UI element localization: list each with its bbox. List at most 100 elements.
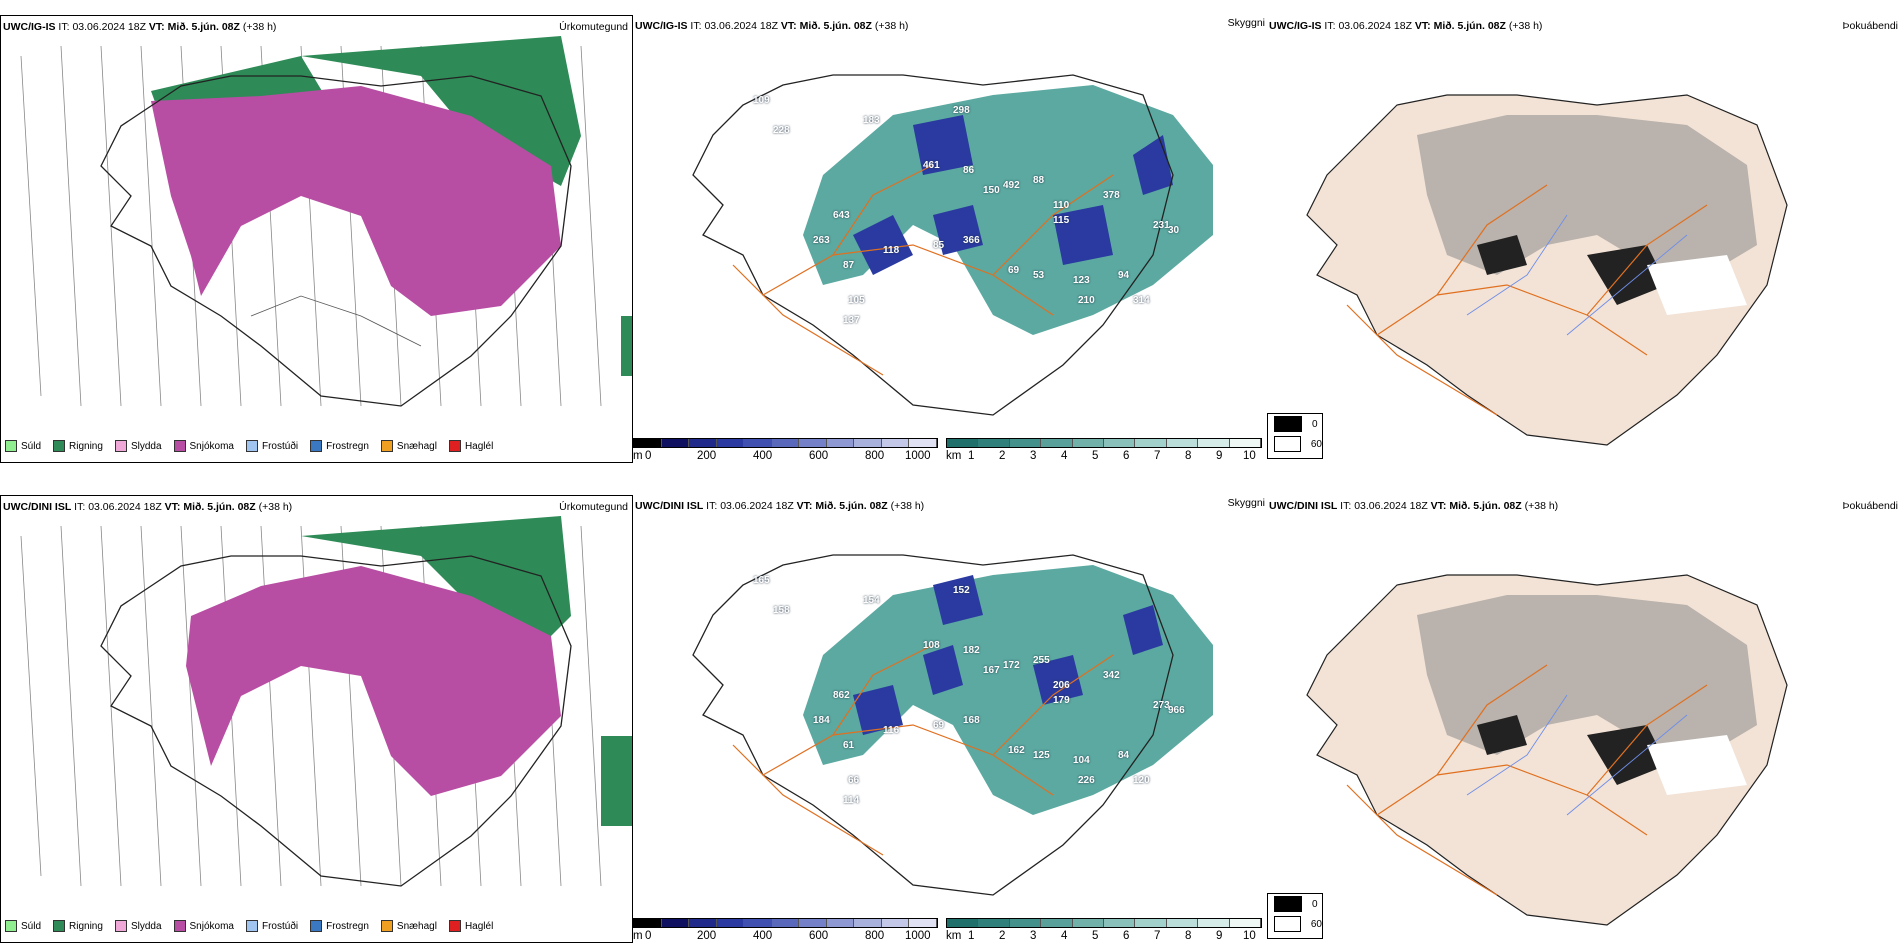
- vis-tick-1: 2: [999, 450, 1006, 462]
- ceiling-label: 88: [1033, 175, 1045, 186]
- precip-type-title: Úrkomutegund: [559, 501, 628, 513]
- ceiling-label: 184: [813, 715, 830, 726]
- ceiling-tick-2: 400: [753, 930, 773, 942]
- ceiling-tick-0: 0: [645, 930, 652, 942]
- precip-type-title: Úrkomutegund: [559, 21, 628, 33]
- row1-header-precip: UWC/IG-IS IT: 03.06.2024 18Z VT: Mið. 5.…: [3, 21, 276, 33]
- ceiling-tick-1: 200: [697, 450, 717, 462]
- teal-area: [803, 565, 1213, 815]
- colorbar-step: [1166, 919, 1199, 927]
- ceiling-label: 228: [773, 125, 790, 136]
- fog-map-bottom: [1306, 574, 1788, 926]
- precip-legend: Súld Rigning Slydda Snjókoma Frostúði Fr…: [5, 920, 505, 932]
- legend-item-6: Snæhagl: [380, 440, 437, 452]
- colorbar-step: [1072, 919, 1105, 927]
- model-label: UWC/DINI ISL: [3, 501, 72, 513]
- vis-tick-2: 3: [1030, 930, 1037, 942]
- lead-time: (+38 h): [1524, 500, 1559, 512]
- colorbar-step: [854, 919, 882, 927]
- fog-label: 60: [1310, 438, 1322, 450]
- cloud-panel-bottom: UWC/DINI ISL IT: 03.06.2024 18Z VT: Mið.…: [633, 495, 1267, 943]
- legend-item-2: Slydda: [114, 440, 162, 452]
- legend-item-5: Frostregn: [310, 440, 369, 452]
- ceiling-label: 461: [923, 160, 940, 171]
- ceiling-label: 492: [1003, 180, 1020, 191]
- swatch: [173, 920, 186, 932]
- fog-title: Þokuábendi: [1842, 20, 1898, 32]
- ceiling-label: 154: [863, 595, 880, 606]
- colorbar-step: [1229, 439, 1262, 447]
- colorbar-step: [1009, 439, 1042, 447]
- rivers: [1466, 694, 1688, 816]
- legend-item-7: Haglél: [448, 920, 493, 932]
- lead-time: (+38 h): [242, 21, 277, 33]
- legend-label: Snæhagl: [396, 920, 437, 932]
- ceiling-labels-bottom: 165 158 154 152 108 182 167 172 255 206 179 342 184 8…: [633, 495, 1267, 895]
- swatch: [114, 920, 127, 932]
- swatch: [380, 440, 393, 452]
- vis-tick-6: 7: [1154, 930, 1161, 942]
- ceiling-label: 263: [813, 235, 830, 246]
- swatch: [53, 440, 66, 452]
- vt-label: VT:: [780, 20, 797, 32]
- ceiling-label: 94: [1118, 270, 1130, 281]
- fog-legend-row: 0: [1268, 894, 1322, 914]
- ceiling-unit: m: [633, 450, 643, 462]
- colorbar-step: [1041, 919, 1073, 927]
- row2-header-fog: UWC/DINI ISL IT: 03.06.2024 18Z VT: Mið.…: [1269, 500, 1558, 512]
- vis-tick-4: 5: [1092, 450, 1099, 462]
- ceiling-colorbar: m 0 200 400 600 800 1000: [633, 918, 943, 943]
- vt-label: VT:: [1430, 500, 1447, 512]
- fog-legend-row: 0: [1268, 414, 1322, 434]
- legend-label: Frostregn: [326, 920, 369, 932]
- colorbar-step: [771, 439, 800, 447]
- ceiling-label: 152: [953, 585, 970, 596]
- cloud-panel-top: UWC/IG-IS IT: 03.06.2024 18Z VT: Mið. 5.…: [633, 15, 1267, 463]
- visibility-bar: [946, 918, 1262, 928]
- swatch: [5, 440, 17, 452]
- ceiling-label: 61: [843, 740, 855, 751]
- ceiling-bar: [633, 918, 938, 928]
- ceiling-label: 108: [923, 640, 940, 651]
- ceiling-label: 53: [1033, 270, 1045, 281]
- fog-title: Þokuábendi: [1842, 500, 1898, 512]
- ceiling-label: 137: [843, 315, 860, 326]
- swatch: [5, 920, 17, 932]
- colorbar-step: [771, 919, 800, 927]
- ceiling-label: 105: [848, 295, 865, 306]
- it-value: 03.06.2024 18Z: [88, 501, 162, 513]
- row2-header-cloud: UWC/DINI ISL IT: 03.06.2024 18Z VT: Mið.…: [635, 500, 924, 512]
- vt-label: VT:: [1414, 20, 1431, 32]
- ceiling-label: 182: [963, 645, 980, 656]
- roads: [1346, 184, 1708, 416]
- legend-item-5: Frostregn: [310, 920, 369, 932]
- colorbar-step: [947, 919, 979, 927]
- visibility-unit: km: [946, 450, 962, 462]
- precip-type-panel-top: UWC/IG-IS IT: 03.06.2024 18Z VT: Mið. 5.…: [0, 15, 633, 463]
- colorbar-step: [1009, 919, 1042, 927]
- colorbar-step: [661, 439, 690, 447]
- it-label: IT:: [1324, 20, 1336, 32]
- colorbar-step: [881, 439, 910, 447]
- vt-value: Mið. 5.jún. 08Z: [167, 21, 240, 33]
- cloud-title: Skyggni: [1227, 17, 1265, 29]
- colorbar-step: [978, 919, 1010, 927]
- lead-time: (+38 h): [258, 501, 293, 513]
- ceiling-label: 115: [1053, 215, 1070, 226]
- fog-label: 60: [1310, 918, 1322, 930]
- fog-shading: [1417, 595, 1757, 755]
- model-label: UWC/DINI ISL: [635, 500, 704, 512]
- colorbar-step: [744, 439, 772, 447]
- it-label: IT:: [706, 500, 718, 512]
- legend-item-1: Rigning: [53, 920, 103, 932]
- colorbar-step: [1198, 439, 1230, 447]
- cloud-map-top: [692, 74, 1213, 416]
- legend-item-7: Haglél: [448, 440, 493, 452]
- cloud-map-bottom: [692, 554, 1213, 896]
- ceiling-label: 168: [963, 715, 980, 726]
- fog-legend-row: 60: [1268, 914, 1322, 934]
- swatch: [114, 440, 127, 452]
- lead-time: (+38 h): [890, 500, 925, 512]
- ceiling-tick-1: 200: [697, 930, 717, 942]
- it-label: IT:: [58, 21, 70, 33]
